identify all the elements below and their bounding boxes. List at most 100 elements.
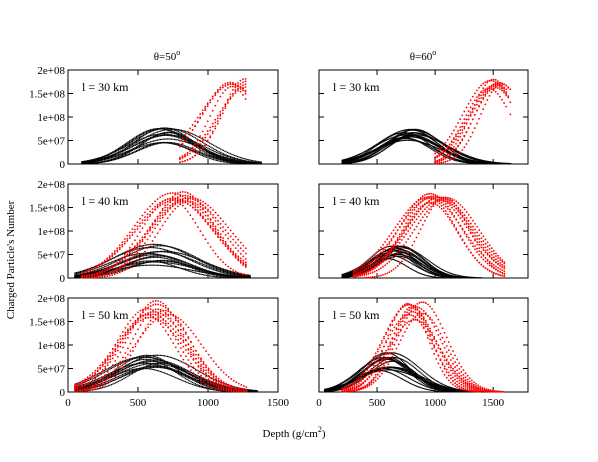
data-point-black bbox=[133, 151, 135, 153]
data-point-black bbox=[152, 136, 154, 139]
data-point-black bbox=[190, 139, 192, 141]
data-point-black bbox=[393, 141, 396, 143]
data-point-red bbox=[194, 120, 197, 123]
data-point-black bbox=[175, 129, 177, 132]
data-point-black bbox=[143, 145, 145, 147]
data-point-black bbox=[395, 140, 397, 142]
data-point-black bbox=[480, 161, 483, 163]
data-point-black bbox=[353, 158, 355, 160]
data-point-black bbox=[157, 259, 159, 262]
data-point-black bbox=[158, 127, 160, 130]
data-point-black bbox=[124, 152, 126, 154]
data-point-black bbox=[203, 153, 205, 155]
data-point-black bbox=[182, 144, 184, 146]
data-point-black bbox=[356, 161, 358, 163]
data-point-black bbox=[222, 161, 224, 163]
data-point-black bbox=[398, 138, 400, 140]
data-point-black bbox=[428, 133, 430, 135]
data-point-red bbox=[224, 84, 227, 87]
data-point-red bbox=[179, 158, 181, 161]
data-point-red bbox=[450, 148, 453, 151]
data-point-black bbox=[355, 157, 357, 159]
data-point-black bbox=[91, 161, 93, 163]
data-point-black bbox=[225, 161, 227, 163]
data-point-black bbox=[366, 158, 368, 160]
data-point-black bbox=[203, 139, 205, 141]
data-point-red bbox=[181, 155, 184, 157]
data-point-black bbox=[252, 162, 254, 165]
data-point-black bbox=[447, 152, 449, 154]
data-point-black bbox=[164, 129, 166, 131]
data-point-black bbox=[172, 128, 174, 130]
data-point-black bbox=[201, 153, 203, 155]
data-point-black bbox=[89, 159, 91, 161]
data-point-black bbox=[119, 153, 121, 155]
data-point-black bbox=[221, 149, 223, 151]
data-point-black bbox=[99, 159, 101, 162]
data-point-red bbox=[242, 81, 244, 84]
data-point-black bbox=[222, 159, 224, 162]
data-point-black bbox=[137, 138, 139, 141]
data-point-black bbox=[200, 146, 202, 148]
data-point-black bbox=[206, 263, 208, 265]
data-point-black bbox=[208, 145, 210, 147]
data-point-black bbox=[127, 264, 129, 266]
data-point-black bbox=[117, 151, 119, 153]
data-point-black bbox=[446, 144, 448, 147]
data-point-black bbox=[133, 138, 135, 140]
data-point-black bbox=[196, 146, 198, 149]
data-point-black bbox=[154, 251, 156, 253]
data-point-black bbox=[196, 258, 198, 260]
data-point-red bbox=[438, 154, 441, 157]
data-point-black bbox=[148, 138, 150, 140]
data-point-black bbox=[148, 134, 150, 137]
data-point-black bbox=[210, 153, 212, 155]
data-point-black bbox=[124, 146, 126, 148]
data-point-black bbox=[182, 146, 184, 148]
data-point-black bbox=[179, 129, 181, 131]
data-point-black bbox=[200, 145, 202, 147]
data-point-black bbox=[81, 163, 83, 165]
data-point-black bbox=[437, 150, 440, 152]
data-point-black bbox=[413, 129, 415, 131]
data-point-black bbox=[133, 143, 135, 145]
data-point-black bbox=[95, 271, 97, 273]
data-point-red bbox=[488, 79, 491, 82]
data-point-black bbox=[225, 155, 227, 157]
data-point-black bbox=[187, 131, 189, 133]
data-point-black bbox=[151, 134, 153, 137]
data-point-black bbox=[364, 156, 367, 159]
data-point-black bbox=[413, 129, 415, 131]
data-point-black bbox=[393, 133, 396, 135]
data-point-black bbox=[228, 152, 230, 154]
data-point-black bbox=[210, 146, 212, 148]
data-point-black bbox=[175, 133, 177, 135]
data-point-black bbox=[446, 156, 448, 158]
data-point-red bbox=[488, 85, 491, 88]
data-point-black bbox=[127, 250, 129, 252]
data-point-black bbox=[369, 147, 371, 150]
data-point-red bbox=[503, 102, 505, 104]
data-point-black bbox=[410, 135, 412, 137]
data-point-black bbox=[152, 129, 154, 131]
data-point-black bbox=[84, 161, 86, 163]
data-point-black bbox=[378, 146, 380, 148]
data-point-black bbox=[193, 136, 195, 138]
data-point-black bbox=[417, 128, 419, 131]
data-point-black bbox=[206, 149, 208, 151]
data-point-black bbox=[95, 159, 97, 161]
data-point-black bbox=[455, 149, 457, 151]
data-point-black bbox=[222, 154, 224, 156]
data-point-black bbox=[217, 154, 219, 156]
data-point-black bbox=[123, 152, 125, 154]
data-point-black bbox=[367, 150, 369, 153]
data-point-red bbox=[494, 78, 497, 81]
data-point-red bbox=[476, 100, 478, 103]
data-point-black bbox=[172, 260, 174, 263]
data-point-black bbox=[483, 161, 485, 163]
data-point-black bbox=[378, 149, 380, 151]
data-point-black bbox=[431, 145, 433, 147]
data-point-black bbox=[165, 133, 167, 135]
data-point-red bbox=[209, 135, 212, 138]
data-point-black bbox=[197, 147, 199, 149]
